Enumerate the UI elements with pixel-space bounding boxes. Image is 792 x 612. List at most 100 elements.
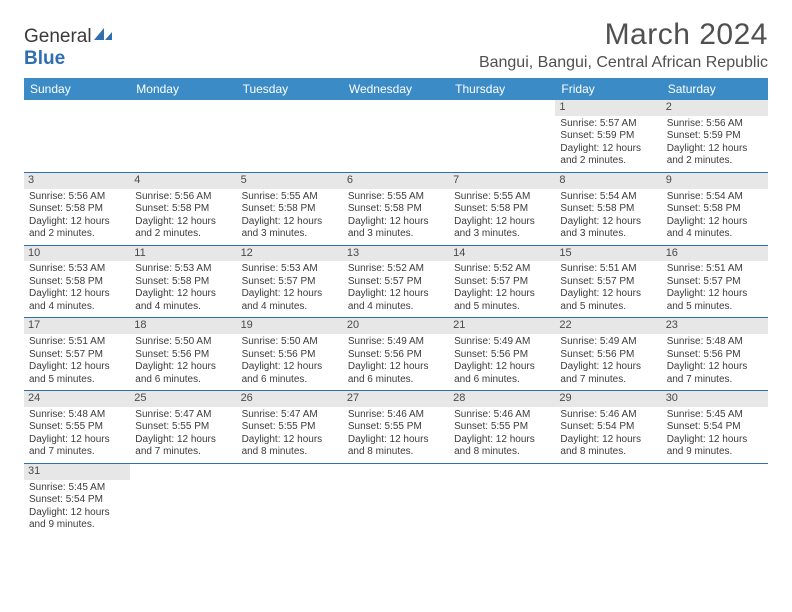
day-cell: 5Sunrise: 5:55 AM Sunset: 5:58 PM Daylig… bbox=[237, 172, 343, 245]
day-header-row: Sunday Monday Tuesday Wednesday Thursday… bbox=[24, 78, 768, 100]
week-row: 17 Sunrise: 5:51 AM Sunset: 5:57 PM Dayli… bbox=[24, 318, 768, 391]
day-cell: 2 Sunrise: 5:56 AM Sunset: 5:59 PM Daylig… bbox=[662, 100, 768, 172]
day-cell: 4 Sunrise: 5:56 AM Sunset: 5:58 PM Daylig… bbox=[130, 172, 236, 245]
logo: GeneralBlue bbox=[24, 26, 114, 70]
day-number: 17 bbox=[24, 318, 130, 334]
day-info: Sunrise: 5:55 AM Sunset: 5:58 PM Dayligh… bbox=[348, 191, 444, 241]
day-header: Monday bbox=[130, 78, 236, 100]
day-info: Sunrise: 5:45 AM Sunset: 5:54 PM Dayligh… bbox=[29, 482, 125, 532]
day-cell: 3Sunrise: 5:56 AM Sunset: 5:58 PM Daylig… bbox=[24, 172, 130, 245]
day-cell: 19Sunrise: 5:50 AM Sunset: 5:56 PM Dayli… bbox=[237, 318, 343, 391]
day-cell bbox=[237, 100, 343, 172]
day-info: Sunrise: 5:49 AM Sunset: 5:56 PM Dayligh… bbox=[454, 336, 550, 386]
day-cell: 25 Sunrise: 5:47 AM Sunset: 5:55 PM Dayli… bbox=[130, 391, 236, 464]
day-number: 20 bbox=[343, 318, 449, 334]
day-info: Sunrise: 5:51 AM Sunset: 5:57 PM Dayligh… bbox=[29, 336, 125, 386]
month-title: March 2024 bbox=[479, 18, 768, 52]
day-number: 29 bbox=[555, 391, 661, 407]
day-cell: 1 Sunrise: 5:57 AM Sunset: 5:59 PM Daylig… bbox=[555, 100, 661, 172]
day-cell: 9 Sunrise: 5:54 AM Sunset: 5:58 PM Daylig… bbox=[662, 172, 768, 245]
day-info: Sunrise: 5:53 AM Sunset: 5:57 PM Dayligh… bbox=[242, 263, 338, 313]
day-number: 10 bbox=[24, 246, 130, 262]
day-cell: 6 Sunrise: 5:55 AM Sunset: 5:58 PM Daylig… bbox=[343, 172, 449, 245]
day-number: 4 bbox=[130, 173, 236, 189]
day-info: Sunrise: 5:56 AM Sunset: 5:58 PM Dayligh… bbox=[135, 191, 231, 241]
logo-part2: Blue bbox=[24, 48, 65, 69]
day-number: 27 bbox=[343, 391, 449, 407]
calendar-table: Sunday Monday Tuesday Wednesday Thursday… bbox=[24, 78, 768, 536]
day-cell: 18 Sunrise: 5:50 AM Sunset: 5:56 PM Dayli… bbox=[130, 318, 236, 391]
day-info: Sunrise: 5:53 AM Sunset: 5:58 PM Dayligh… bbox=[135, 263, 231, 313]
day-number: 21 bbox=[449, 318, 555, 334]
day-info: Sunrise: 5:50 AM Sunset: 5:56 PM Dayligh… bbox=[242, 336, 338, 386]
day-number: 2 bbox=[662, 100, 768, 116]
day-cell: 31 Sunrise: 5:45 AM Sunset: 5:54 PM Dayli… bbox=[24, 463, 130, 535]
day-info: Sunrise: 5:52 AM Sunset: 5:57 PM Dayligh… bbox=[348, 263, 444, 313]
week-row: 10Sunrise: 5:53 AM Sunset: 5:58 PM Dayli… bbox=[24, 245, 768, 318]
day-cell: 7Sunrise: 5:55 AM Sunset: 5:58 PM Daylig… bbox=[449, 172, 555, 245]
day-info: Sunrise: 5:47 AM Sunset: 5:55 PM Dayligh… bbox=[242, 409, 338, 459]
day-number: 11 bbox=[130, 246, 236, 262]
week-row: 24Sunrise: 5:48 AM Sunset: 5:55 PM Dayli… bbox=[24, 391, 768, 464]
day-cell: 11Sunrise: 5:53 AM Sunset: 5:58 PM Dayli… bbox=[130, 245, 236, 318]
day-header: Tuesday bbox=[237, 78, 343, 100]
day-number: 22 bbox=[555, 318, 661, 334]
day-cell: 16Sunrise: 5:51 AM Sunset: 5:57 PM Dayli… bbox=[662, 245, 768, 318]
week-row: 1 Sunrise: 5:57 AM Sunset: 5:59 PM Daylig… bbox=[24, 100, 768, 172]
day-number: 16 bbox=[662, 246, 768, 262]
day-number: 14 bbox=[449, 246, 555, 262]
day-cell: 29 Sunrise: 5:46 AM Sunset: 5:54 PM Dayli… bbox=[555, 391, 661, 464]
day-header: Sunday bbox=[24, 78, 130, 100]
week-row: 3Sunrise: 5:56 AM Sunset: 5:58 PM Daylig… bbox=[24, 172, 768, 245]
logo-text: GeneralBlue bbox=[24, 26, 114, 70]
day-info: Sunrise: 5:54 AM Sunset: 5:58 PM Dayligh… bbox=[560, 191, 656, 241]
day-cell bbox=[130, 100, 236, 172]
day-info: Sunrise: 5:54 AM Sunset: 5:58 PM Dayligh… bbox=[667, 191, 763, 241]
day-cell: 15Sunrise: 5:51 AM Sunset: 5:57 PM Dayli… bbox=[555, 245, 661, 318]
day-info: Sunrise: 5:52 AM Sunset: 5:57 PM Dayligh… bbox=[454, 263, 550, 313]
day-cell: 24Sunrise: 5:48 AM Sunset: 5:55 PM Dayli… bbox=[24, 391, 130, 464]
day-cell bbox=[24, 100, 130, 172]
day-number: 1 bbox=[555, 100, 661, 116]
day-info: Sunrise: 5:49 AM Sunset: 5:56 PM Dayligh… bbox=[348, 336, 444, 386]
day-number: 6 bbox=[343, 173, 449, 189]
day-cell bbox=[343, 463, 449, 535]
day-info: Sunrise: 5:46 AM Sunset: 5:55 PM Dayligh… bbox=[348, 409, 444, 459]
day-cell: 26 Sunrise: 5:47 AM Sunset: 5:55 PM Dayli… bbox=[237, 391, 343, 464]
day-number: 23 bbox=[662, 318, 768, 334]
day-number: 24 bbox=[24, 391, 130, 407]
day-cell: 17 Sunrise: 5:51 AM Sunset: 5:57 PM Dayli… bbox=[24, 318, 130, 391]
day-cell bbox=[237, 463, 343, 535]
day-info: Sunrise: 5:45 AM Sunset: 5:54 PM Dayligh… bbox=[667, 409, 763, 459]
day-number: 31 bbox=[24, 464, 130, 480]
day-header: Saturday bbox=[662, 78, 768, 100]
day-info: Sunrise: 5:57 AM Sunset: 5:59 PM Dayligh… bbox=[560, 118, 656, 168]
day-number: 9 bbox=[662, 173, 768, 189]
day-number: 7 bbox=[449, 173, 555, 189]
day-cell: 10Sunrise: 5:53 AM Sunset: 5:58 PM Dayli… bbox=[24, 245, 130, 318]
day-number: 8 bbox=[555, 173, 661, 189]
day-info: Sunrise: 5:46 AM Sunset: 5:54 PM Dayligh… bbox=[560, 409, 656, 459]
day-info: Sunrise: 5:56 AM Sunset: 5:58 PM Dayligh… bbox=[29, 191, 125, 241]
day-number: 5 bbox=[237, 173, 343, 189]
day-cell: 22Sunrise: 5:49 AM Sunset: 5:56 PM Dayli… bbox=[555, 318, 661, 391]
day-number: 26 bbox=[237, 391, 343, 407]
day-cell: 30Sunrise: 5:45 AM Sunset: 5:54 PM Dayli… bbox=[662, 391, 768, 464]
day-cell bbox=[449, 463, 555, 535]
day-cell bbox=[662, 463, 768, 535]
day-cell: 14Sunrise: 5:52 AM Sunset: 5:57 PM Dayli… bbox=[449, 245, 555, 318]
day-cell: 8 Sunrise: 5:54 AM Sunset: 5:58 PM Daylig… bbox=[555, 172, 661, 245]
day-info: Sunrise: 5:53 AM Sunset: 5:58 PM Dayligh… bbox=[29, 263, 125, 313]
day-info: Sunrise: 5:47 AM Sunset: 5:55 PM Dayligh… bbox=[135, 409, 231, 459]
week-row: 31 Sunrise: 5:45 AM Sunset: 5:54 PM Dayli… bbox=[24, 463, 768, 535]
day-cell: 21 Sunrise: 5:49 AM Sunset: 5:56 PM Dayli… bbox=[449, 318, 555, 391]
day-cell bbox=[130, 463, 236, 535]
day-number: 18 bbox=[130, 318, 236, 334]
day-info: Sunrise: 5:46 AM Sunset: 5:55 PM Dayligh… bbox=[454, 409, 550, 459]
day-info: Sunrise: 5:50 AM Sunset: 5:56 PM Dayligh… bbox=[135, 336, 231, 386]
day-number: 25 bbox=[130, 391, 236, 407]
day-header: Thursday bbox=[449, 78, 555, 100]
day-info: Sunrise: 5:56 AM Sunset: 5:59 PM Dayligh… bbox=[667, 118, 763, 168]
day-number: 13 bbox=[343, 246, 449, 262]
day-cell: 23Sunrise: 5:48 AM Sunset: 5:56 PM Dayli… bbox=[662, 318, 768, 391]
